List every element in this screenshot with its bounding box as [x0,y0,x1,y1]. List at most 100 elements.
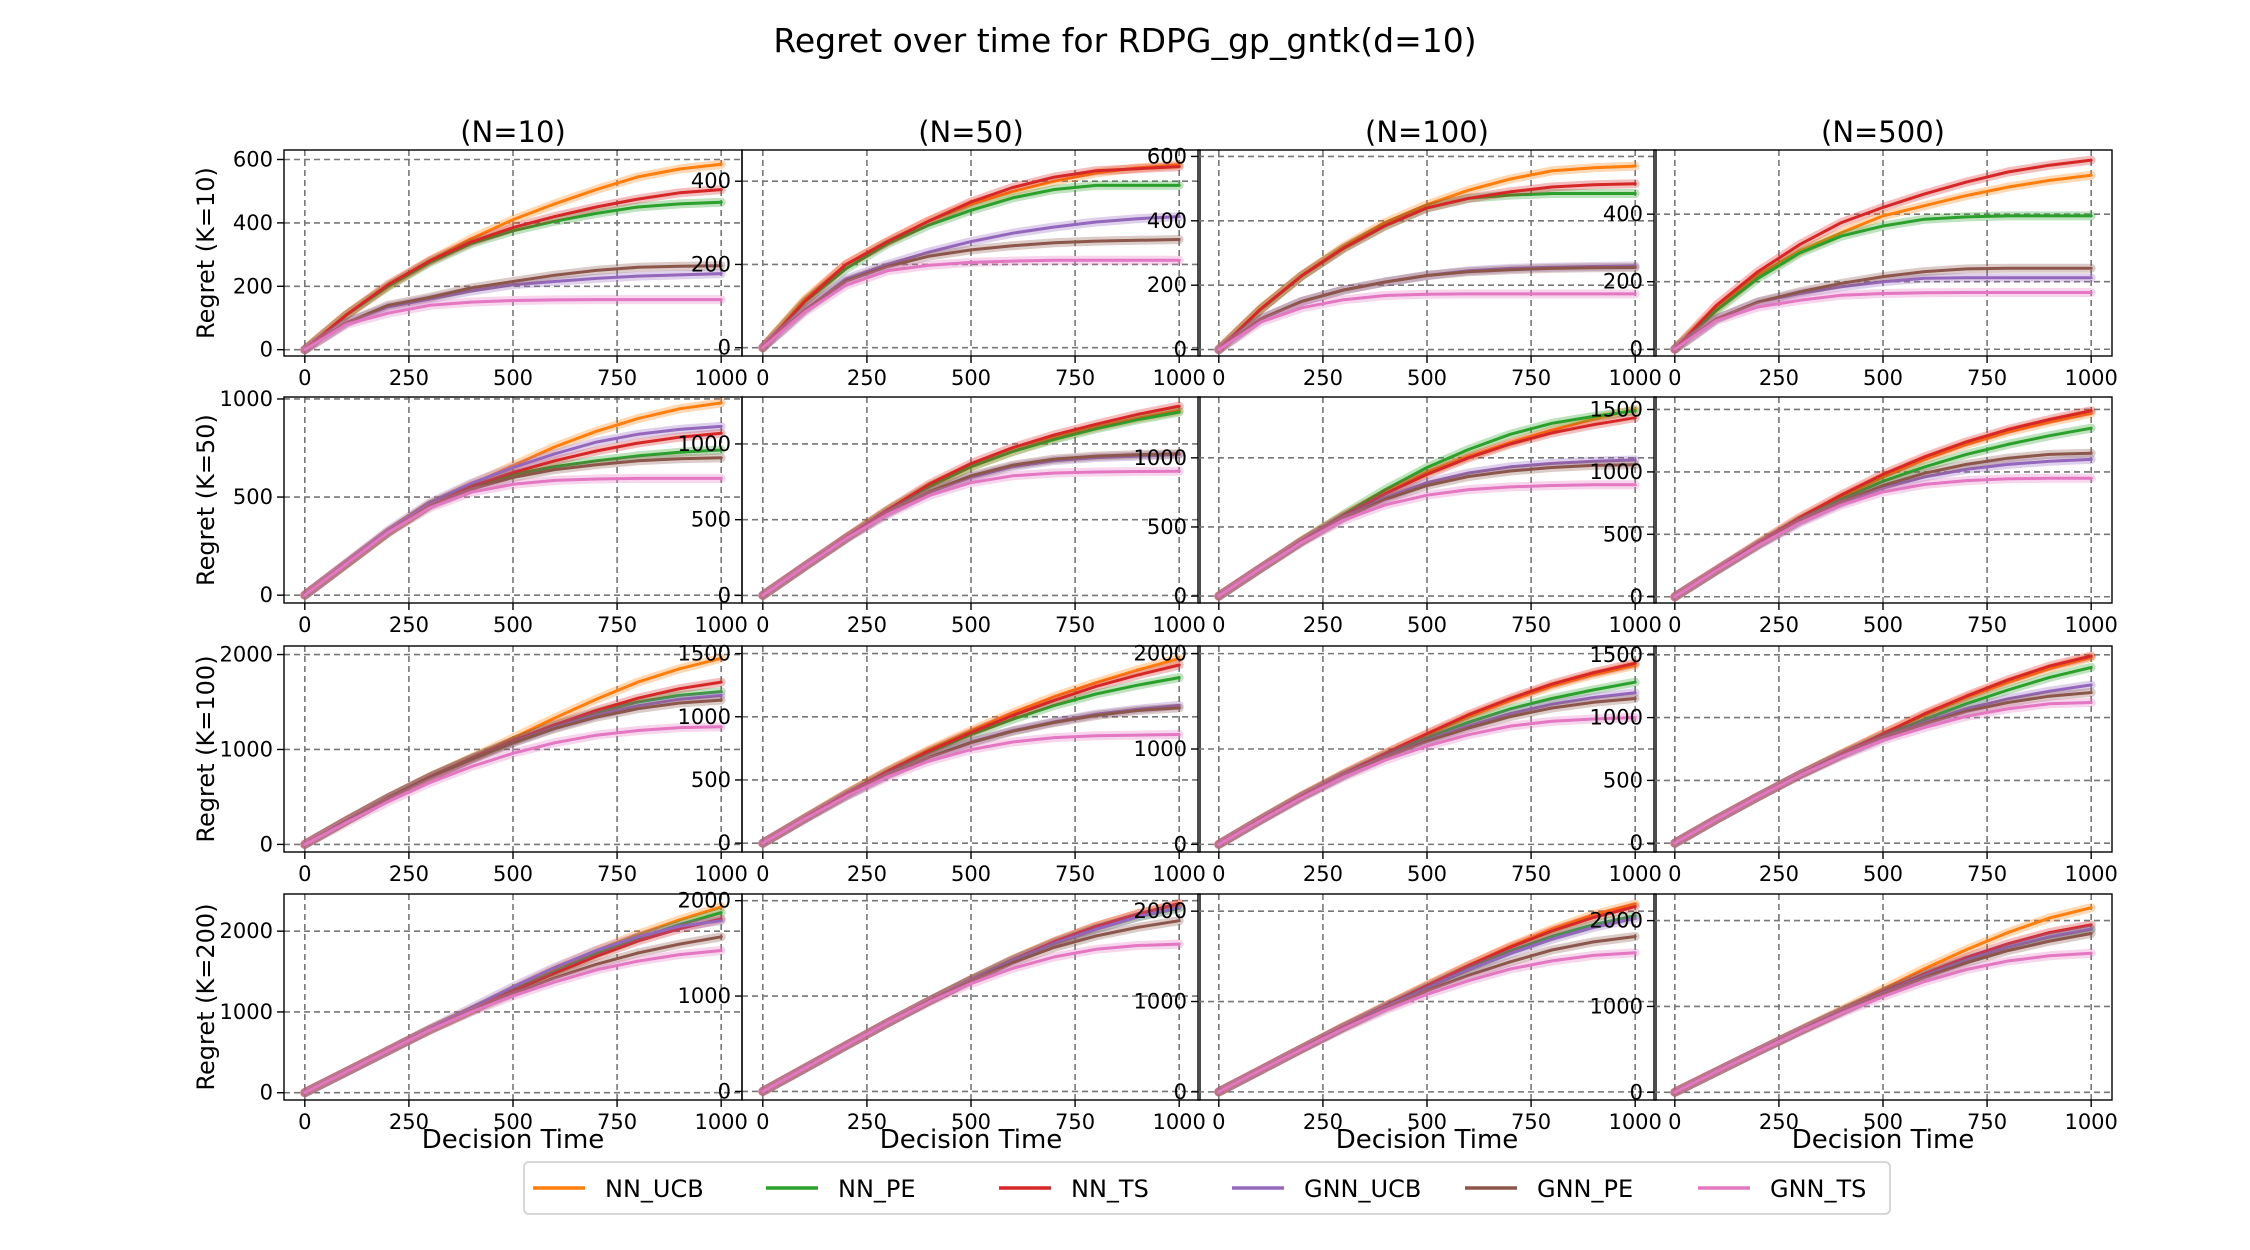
y-tick-label: 400 [233,211,273,235]
series-line-gnn-ts [761,258,1181,350]
x-tick-label: 500 [1407,613,1447,637]
legend-label: GNN_TS [1770,1175,1866,1203]
subplot-grid: 0 250 500 750 1000 0 200 400 600 Regret (K=10) 0 25… [192,144,2118,1155]
y-axis-label: Regret (K=200) [192,903,220,1090]
x-tick-label: 250 [1303,366,1343,390]
y-tick-label: 400 [1147,209,1187,233]
y-tick-label: 1000 [220,387,273,411]
subplot-4-4: 0 250 500 750 1000 0 1000 2000 Decision Time [1590,893,2118,1155]
x-tick-label: 750 [1055,862,1095,886]
x-tick-label: 750 [597,613,637,637]
y-tick-label: 2000 [220,643,273,667]
x-tick-label: 250 [389,862,429,886]
x-tick-label: 0 [298,366,311,390]
x-tick-label: 0 [1668,1110,1681,1134]
subplot-2-3: 0 250 500 750 1000 0 500 1000 [1134,396,1662,637]
series-line-gnn-ts [303,476,723,597]
legend-label: NN_UCB [605,1175,704,1203]
series-line-gnn-ts [303,298,723,352]
y-tick-label: 1000 [1590,994,1643,1018]
legend-entry-gnn-pe: GNN_PE [1465,1175,1633,1203]
y-tick-label: 600 [1147,144,1187,168]
x-tick-label: 1000 [1608,366,1661,390]
x-tick-label: 500 [951,613,991,637]
series-line-gnn-ts [761,942,1181,1093]
y-tick-label: 0 [718,831,731,855]
x-tick-label: 250 [389,1110,429,1134]
series-line-nn-ts [1673,158,2093,351]
x-tick-label: 1000 [2064,366,2117,390]
legend-label: NN_TS [1071,1175,1149,1203]
legend-entry-nn-pe: NN_PE [766,1175,916,1203]
series-line-gnn-ts [761,733,1181,845]
y-tick-label: 0 [260,832,273,856]
y-tick-label: 0 [1174,1080,1187,1104]
subplot-1-4: 0 250 500 750 1000 0 200 400 [1603,149,2118,390]
y-tick-label: 1500 [678,642,731,666]
x-tick-label: 0 [1668,613,1681,637]
y-tick-label: 1000 [1590,706,1643,730]
x-tick-label: 750 [1055,366,1095,390]
x-tick-label: 1000 [694,613,747,637]
x-tick-label: 1000 [694,1110,747,1134]
x-tick-label: 500 [493,862,533,886]
x-tick-label: 750 [1967,613,2007,637]
y-tick-label: 1000 [1134,446,1187,470]
y-tick-label: 2000 [1134,899,1187,923]
subplot-4-2: 0 250 500 750 1000 0 1000 2000 Decision Time [678,889,1206,1155]
series-line-gnn-pe [1217,266,1637,352]
x-tick-label: 500 [1407,862,1447,886]
x-tick-label: 750 [1967,862,2007,886]
series-line-nn-pe [761,183,1181,350]
legend: NN_UCB NN_PE NN_TS GNN_UCB GNN_PE GNN_TS [523,1161,1891,1215]
series-line-nn-ucb [1673,173,2093,351]
x-tick-label: 750 [597,366,637,390]
x-tick-label: 0 [1212,862,1225,886]
series-line-gnn-ts [1673,951,2093,1094]
series-line-nn-ts [1217,182,1637,352]
series-line-nn-ts [761,165,1181,350]
y-tick-label: 2000 [220,919,273,943]
x-tick-label: 1000 [2064,1110,2117,1134]
x-tick-label: 250 [1759,613,1799,637]
x-tick-label: 250 [847,613,887,637]
column-title: (N=50) [918,115,1024,149]
x-tick-label: 500 [493,366,533,390]
y-tick-label: 500 [233,485,273,509]
series-line-gnn-pe [303,264,723,352]
x-axis-label: Decision Time [1792,1125,1975,1155]
y-tick-label: 1000 [220,737,273,761]
x-tick-label: 1000 [694,862,747,886]
y-tick-label: 1000 [1134,737,1187,761]
series-line-gnn-ts [303,949,723,1095]
x-tick-label: 500 [1863,1110,1903,1134]
y-tick-label: 0 [260,338,273,362]
x-axis-label: Decision Time [422,1125,605,1155]
series-line-gnn-ts [761,469,1181,597]
y-tick-label: 0 [260,1081,273,1105]
y-tick-label: 1000 [220,1000,273,1024]
legend-label: GNN_PE [1537,1175,1633,1203]
x-tick-label: 250 [1759,366,1799,390]
x-tick-label: 0 [1668,366,1681,390]
x-tick-label: 500 [1863,613,1903,637]
x-tick-label: 500 [951,1110,991,1134]
subplot-3-3: 0 250 500 750 1000 0 1000 2000 [1134,642,1662,886]
x-tick-label: 1000 [1152,613,1205,637]
x-tick-label: 0 [756,613,769,637]
x-tick-label: 1000 [1608,1110,1661,1134]
x-tick-label: 500 [493,1110,533,1134]
x-tick-label: 0 [1212,613,1225,637]
x-tick-label: 1000 [1608,862,1661,886]
series-line-gnn-ts [1217,951,1637,1094]
series-line-nn-pe [1673,214,2093,351]
y-tick-label: 0 [1174,584,1187,608]
x-tick-label: 0 [756,366,769,390]
x-tick-label: 500 [951,366,991,390]
y-tick-label: 1000 [678,984,731,1008]
y-tick-label: 400 [691,169,731,193]
series-line-gnn-ts [1673,701,2093,845]
